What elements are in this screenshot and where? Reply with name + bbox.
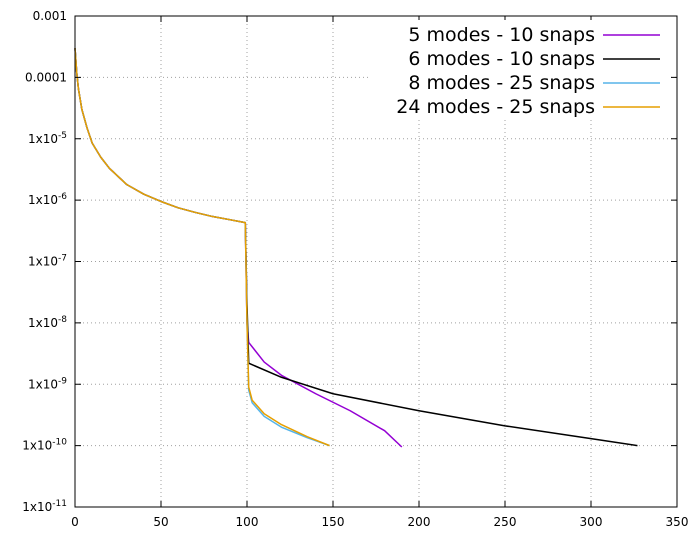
series-line-1	[74, 48, 403, 448]
axis-ticks: 0 50 100 150 200 250 300 3501x10-111x10-101x10-…	[22, 9, 688, 529]
y-tick-label: 0.0001	[25, 70, 67, 84]
x-tick-label: 100	[236, 515, 259, 529]
y-tick-mantissa: 1x10	[28, 255, 58, 269]
legend-label: 5 modes - 10 snaps	[408, 24, 595, 46]
y-tick-exponent: -8	[58, 315, 67, 325]
legend-background	[370, 20, 670, 120]
y-tick-label: 0.001	[33, 9, 67, 23]
x-tick-label: 50	[153, 515, 168, 529]
y-tick-label: 1x10-5	[28, 131, 67, 146]
y-tick-exponent: -5	[58, 131, 67, 141]
y-tick-label: 1x10-10	[22, 438, 67, 453]
y-tick-exponent: -6	[58, 192, 67, 202]
x-tick-label: 350	[666, 515, 689, 529]
y-tick-exponent: -9	[58, 376, 67, 386]
x-tick-label: 150	[322, 515, 345, 529]
y-tick-label: 1x10-7	[28, 254, 67, 269]
legend-label: 8 modes - 25 snaps	[408, 72, 595, 94]
legend-label: 6 modes - 10 snaps	[408, 48, 595, 70]
y-tick-mantissa: 1x10	[28, 132, 58, 146]
y-tick-exponent: -7	[58, 254, 67, 264]
y-tick-label: 1x10-8	[28, 315, 67, 330]
y-tick-mantissa: 1x10	[28, 193, 58, 207]
y-tick-mantissa: 1x10	[28, 316, 58, 330]
y-tick-label: 1x10-9	[28, 376, 67, 391]
x-tick-label: 300	[580, 515, 603, 529]
x-tick-label: 200	[408, 515, 431, 529]
series-lines	[74, 48, 638, 448]
y-tick-label: 1x10-11	[22, 499, 67, 514]
y-tick-label: 1x10-6	[28, 192, 67, 207]
x-tick-label: 250	[494, 515, 517, 529]
y-tick-mantissa: 1x10	[28, 377, 58, 391]
x-tick-label: 0	[71, 515, 79, 529]
y-tick-exponent: -11	[52, 499, 67, 509]
series-line-3	[74, 48, 330, 447]
y-tick-exponent: -10	[52, 438, 67, 448]
series-line-4	[74, 48, 330, 447]
y-tick-mantissa: 1x10	[22, 439, 52, 453]
y-tick-mantissa: 1x10	[22, 500, 52, 514]
legend-label: 24 modes - 25 snaps	[396, 96, 595, 118]
